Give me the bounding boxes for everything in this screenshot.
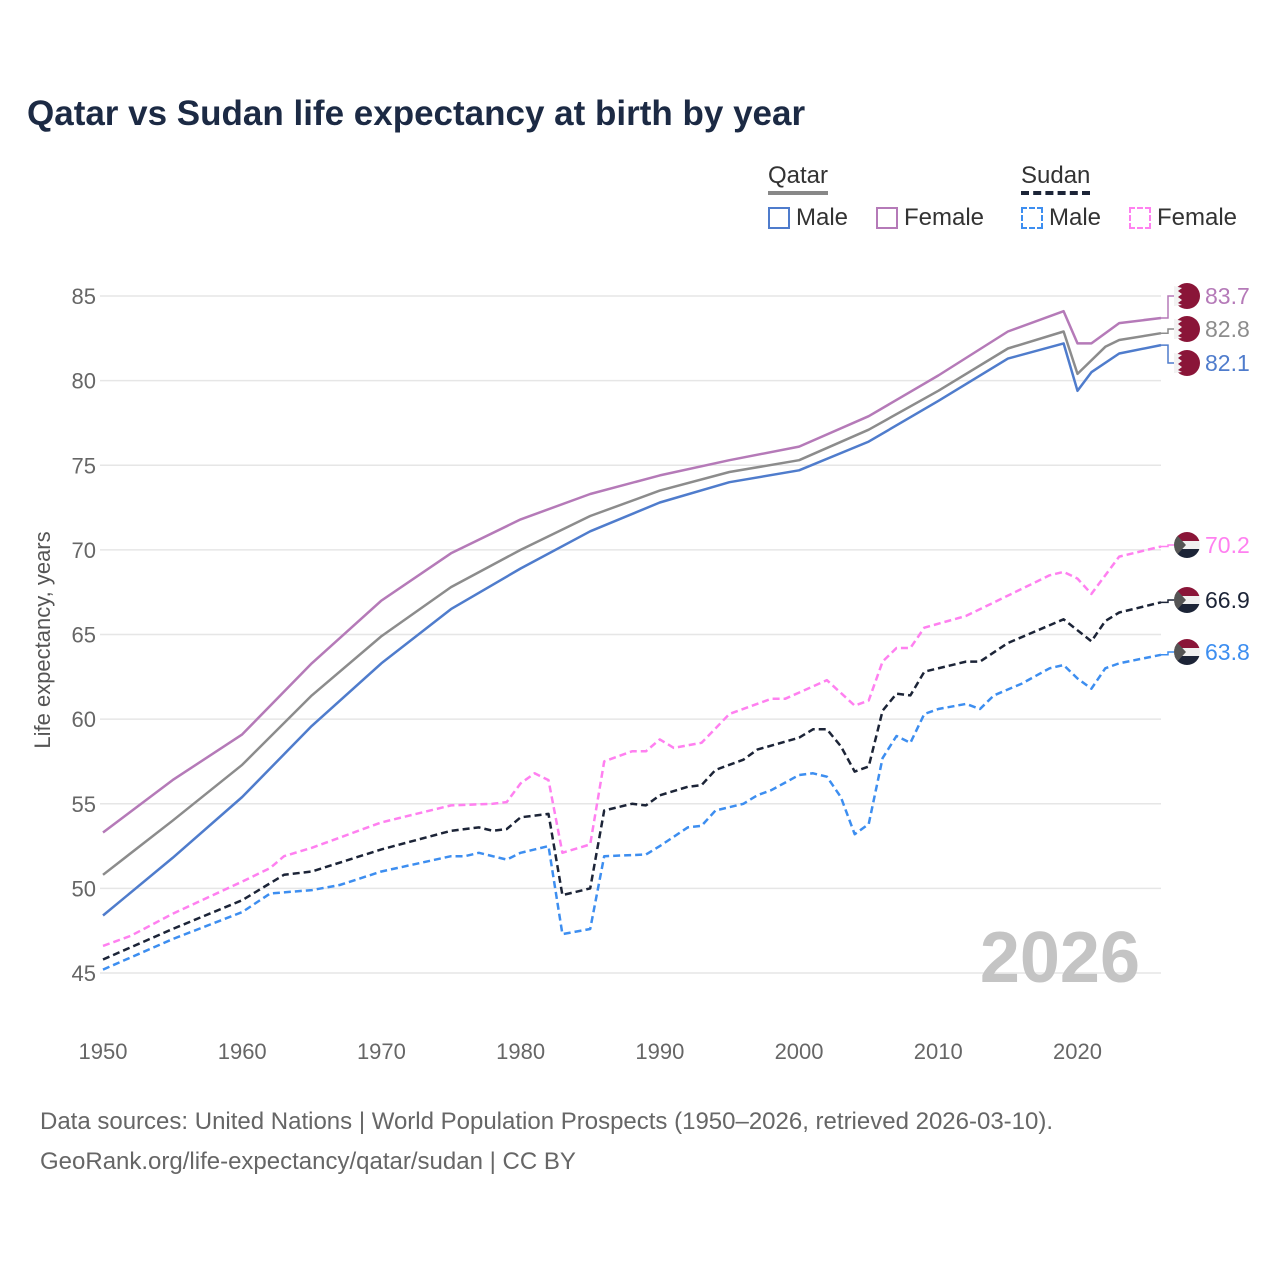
y-tick-label: 75 bbox=[72, 453, 96, 478]
y-tick-label: 60 bbox=[72, 707, 96, 732]
footer-sources: Data sources: United Nations | World Pop… bbox=[40, 1108, 1054, 1135]
x-tick-label: 1990 bbox=[635, 1039, 684, 1064]
y-tick-label: 55 bbox=[72, 792, 96, 817]
sudan-flag-icon bbox=[1174, 639, 1200, 665]
series-line-sudan-male[interactable] bbox=[102, 653, 1162, 971]
end-value-label: 70.2 bbox=[1205, 532, 1250, 558]
end-connector bbox=[1161, 544, 1175, 548]
series-line-sudan-total[interactable] bbox=[102, 601, 1162, 961]
legend-group-qatar: Qatar bbox=[768, 162, 829, 195]
legend-swatch bbox=[768, 207, 790, 229]
end-connector bbox=[1161, 651, 1175, 656]
legend-label: Male bbox=[796, 204, 849, 231]
end-value-label: 63.8 bbox=[1205, 639, 1250, 665]
legend-swatch bbox=[1129, 207, 1151, 229]
end-connector bbox=[1161, 295, 1175, 319]
series-line-qatar-male[interactable] bbox=[102, 342, 1162, 917]
legend-label: Female bbox=[1157, 204, 1238, 231]
footer-link[interactable]: GeoRank.org/life-expectancy/qatar/sudan … bbox=[40, 1148, 576, 1175]
qatar-flag-icon bbox=[1174, 350, 1200, 376]
end-connector bbox=[1161, 328, 1175, 334]
y-tick-label: 65 bbox=[72, 623, 96, 648]
y-axis-label: Life expectancy, years bbox=[30, 531, 55, 748]
y-tick-label: 45 bbox=[72, 961, 96, 986]
sudan-flag-icon bbox=[1174, 587, 1200, 613]
y-tick-label: 50 bbox=[72, 876, 96, 901]
legend-label: Female bbox=[904, 204, 985, 231]
legend-qatar-male[interactable]: Male bbox=[768, 204, 848, 232]
year-watermark: 2026 bbox=[980, 918, 1140, 998]
end-value-label: 66.9 bbox=[1205, 587, 1250, 613]
legend-sudan-female[interactable]: Female bbox=[1129, 204, 1237, 232]
x-tick-label: 1980 bbox=[496, 1039, 545, 1064]
series-line-sudan-female[interactable] bbox=[102, 545, 1162, 948]
qatar-flag-icon bbox=[1174, 283, 1200, 309]
x-tick-label: 2010 bbox=[914, 1039, 963, 1064]
legend-sudan-male[interactable]: Male bbox=[1021, 204, 1101, 232]
series-line-qatar-female[interactable] bbox=[102, 309, 1162, 834]
x-tick-label: 2020 bbox=[1053, 1039, 1102, 1064]
legend-swatch bbox=[876, 207, 898, 229]
qatar-flag-icon bbox=[1174, 316, 1200, 342]
end-value-label: 83.7 bbox=[1205, 283, 1250, 309]
y-tick-label: 85 bbox=[72, 284, 96, 309]
legend-label: Male bbox=[1049, 204, 1102, 231]
sudan-flag-icon bbox=[1174, 532, 1200, 558]
legend-swatch bbox=[1021, 207, 1043, 229]
end-value-label: 82.1 bbox=[1205, 350, 1250, 376]
x-tick-label: 1960 bbox=[218, 1039, 267, 1064]
x-tick-label: 1970 bbox=[357, 1039, 406, 1064]
chart-title: Qatar vs Sudan life expectancy at birth … bbox=[27, 94, 806, 133]
legend-qatar-female[interactable]: Female bbox=[876, 204, 984, 232]
series-line-qatar-total[interactable] bbox=[102, 330, 1162, 876]
x-tick-label: 2000 bbox=[775, 1039, 824, 1064]
end-connector bbox=[1161, 599, 1175, 604]
legend-group-sudan: Sudan bbox=[1021, 162, 1091, 195]
y-tick-label: 70 bbox=[72, 538, 96, 563]
end-value-label: 82.8 bbox=[1205, 316, 1250, 342]
y-tick-label: 80 bbox=[72, 369, 96, 394]
end-connector bbox=[1161, 344, 1175, 364]
x-tick-label: 1950 bbox=[79, 1039, 128, 1064]
